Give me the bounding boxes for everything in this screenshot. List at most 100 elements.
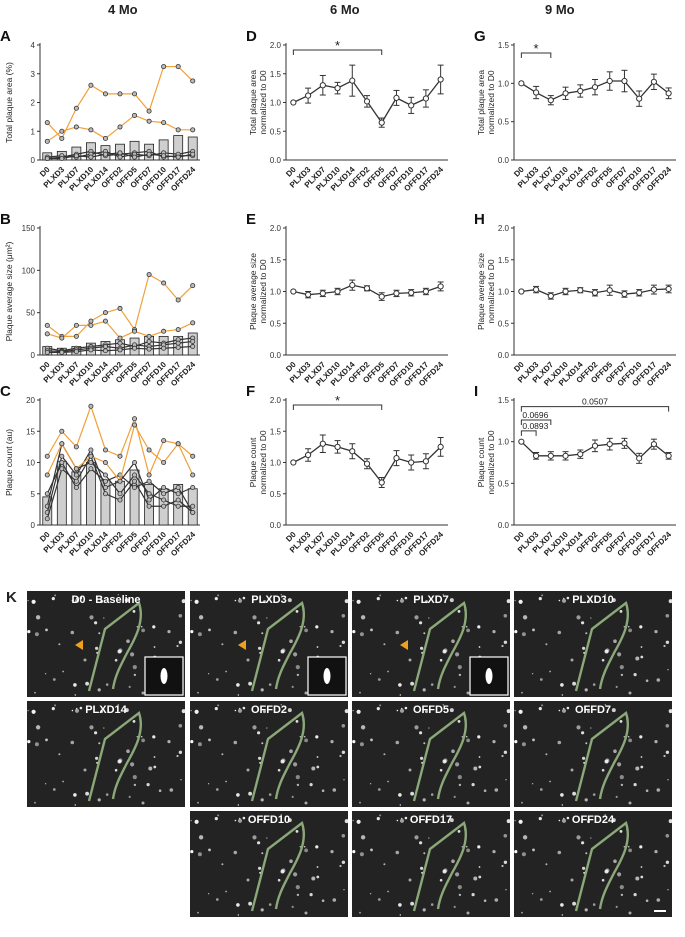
plaque-spot [252,835,257,840]
data-point [161,459,167,465]
plaque-spot [97,688,101,692]
plaque-spot [410,901,414,906]
plaque-spot [360,615,366,620]
plaque-spot [404,596,408,600]
y-tick-label: 0.0 [498,521,510,530]
plaque-spot [215,788,219,791]
plaque-spot [425,600,428,604]
region-outline [412,821,467,912]
plaque-spot [398,683,402,687]
data-point [304,451,312,459]
plaque-spot [293,872,298,877]
plaque-spot [587,600,590,604]
plaque-spot [560,683,564,687]
plaque-spot [562,597,565,600]
plaque-spot [277,658,281,662]
plaque-spot [383,753,386,756]
plaque-spot [478,866,481,868]
plaque-spot [615,685,618,688]
plaque-spot [633,673,637,677]
plaque-spot [562,817,565,820]
plaque-spot [449,598,454,603]
plaque-spot [352,740,356,744]
y-tick-label: 0.0 [270,351,282,360]
plaque-spot [266,727,268,729]
data-point [319,440,326,447]
plaque-spot [461,626,463,628]
plaque-spot [217,594,220,597]
data-point [161,438,167,444]
data-point [363,285,371,292]
micrograph-tile: PLXD7 [352,591,510,697]
plaque-spot [248,681,252,686]
y-tick-label: 1.0 [270,288,282,297]
panel-letter-i: I [474,383,478,400]
plaque-spot [400,817,403,820]
plaque-spot [451,639,455,643]
plaque-spot [461,846,463,848]
data-point [59,156,65,162]
plaque-spot [31,709,36,714]
y-tick-label: 1 [31,127,36,136]
data-point [117,305,123,311]
plaque-spot [422,798,426,802]
data-point [175,64,181,70]
plaque-spot [620,673,624,677]
data-point [59,453,65,459]
timepoint-label: OFFD2 [250,704,288,716]
inset-plaque [323,668,331,684]
plaque-spot [105,683,109,686]
plaque-spot [457,665,462,670]
plaque-spot [400,597,403,600]
plaque-spot [71,599,74,602]
plaque-spot [45,738,48,742]
plaque-spot [414,835,419,840]
plaque-spot [198,615,204,620]
plaque-spot [561,694,563,696]
data-point [117,491,123,497]
plaque-spot [442,649,447,654]
data-point [146,503,152,509]
data-point [175,127,181,133]
plaque-spot [359,632,364,637]
region-outline [574,601,629,692]
plaque-spot [453,795,456,798]
plaque-spot [665,614,670,618]
plaque-spot [341,750,346,754]
plaque-spot [198,725,204,730]
plaque-spot [217,704,220,707]
plaque-spot [208,848,211,852]
plaque-spot [132,775,137,780]
data-point [132,112,138,118]
plaque-spot [478,875,482,879]
plaque-spot [252,615,257,620]
plaque-spot [538,707,542,711]
data-point [437,443,444,450]
data-point [665,285,672,293]
data-point [665,90,672,97]
data-point [88,347,94,353]
plaque-spot [169,788,174,792]
data-point [532,89,540,96]
panel-letter-a: A [0,28,11,45]
data-point [102,310,108,316]
plaque-spot [54,704,57,707]
plaque-spot [263,600,266,604]
data-point [146,333,152,339]
y-axis-label: Plaque count [476,437,486,487]
plaque-spot [215,898,219,901]
plaque-spot [399,804,401,806]
panel-letter-k: K [6,589,17,606]
plaque-spot [640,655,644,659]
plaque-spot [289,639,293,643]
plaque-spot [383,643,386,646]
plaque-spot [611,818,616,823]
plaque-spot [214,817,218,821]
plaque-spot [341,614,346,618]
plaque-spot [439,658,443,662]
plaque-spot [419,841,423,845]
plaque-spot [178,750,183,754]
plaque-spot [521,911,523,914]
plaque-spot [377,678,381,681]
